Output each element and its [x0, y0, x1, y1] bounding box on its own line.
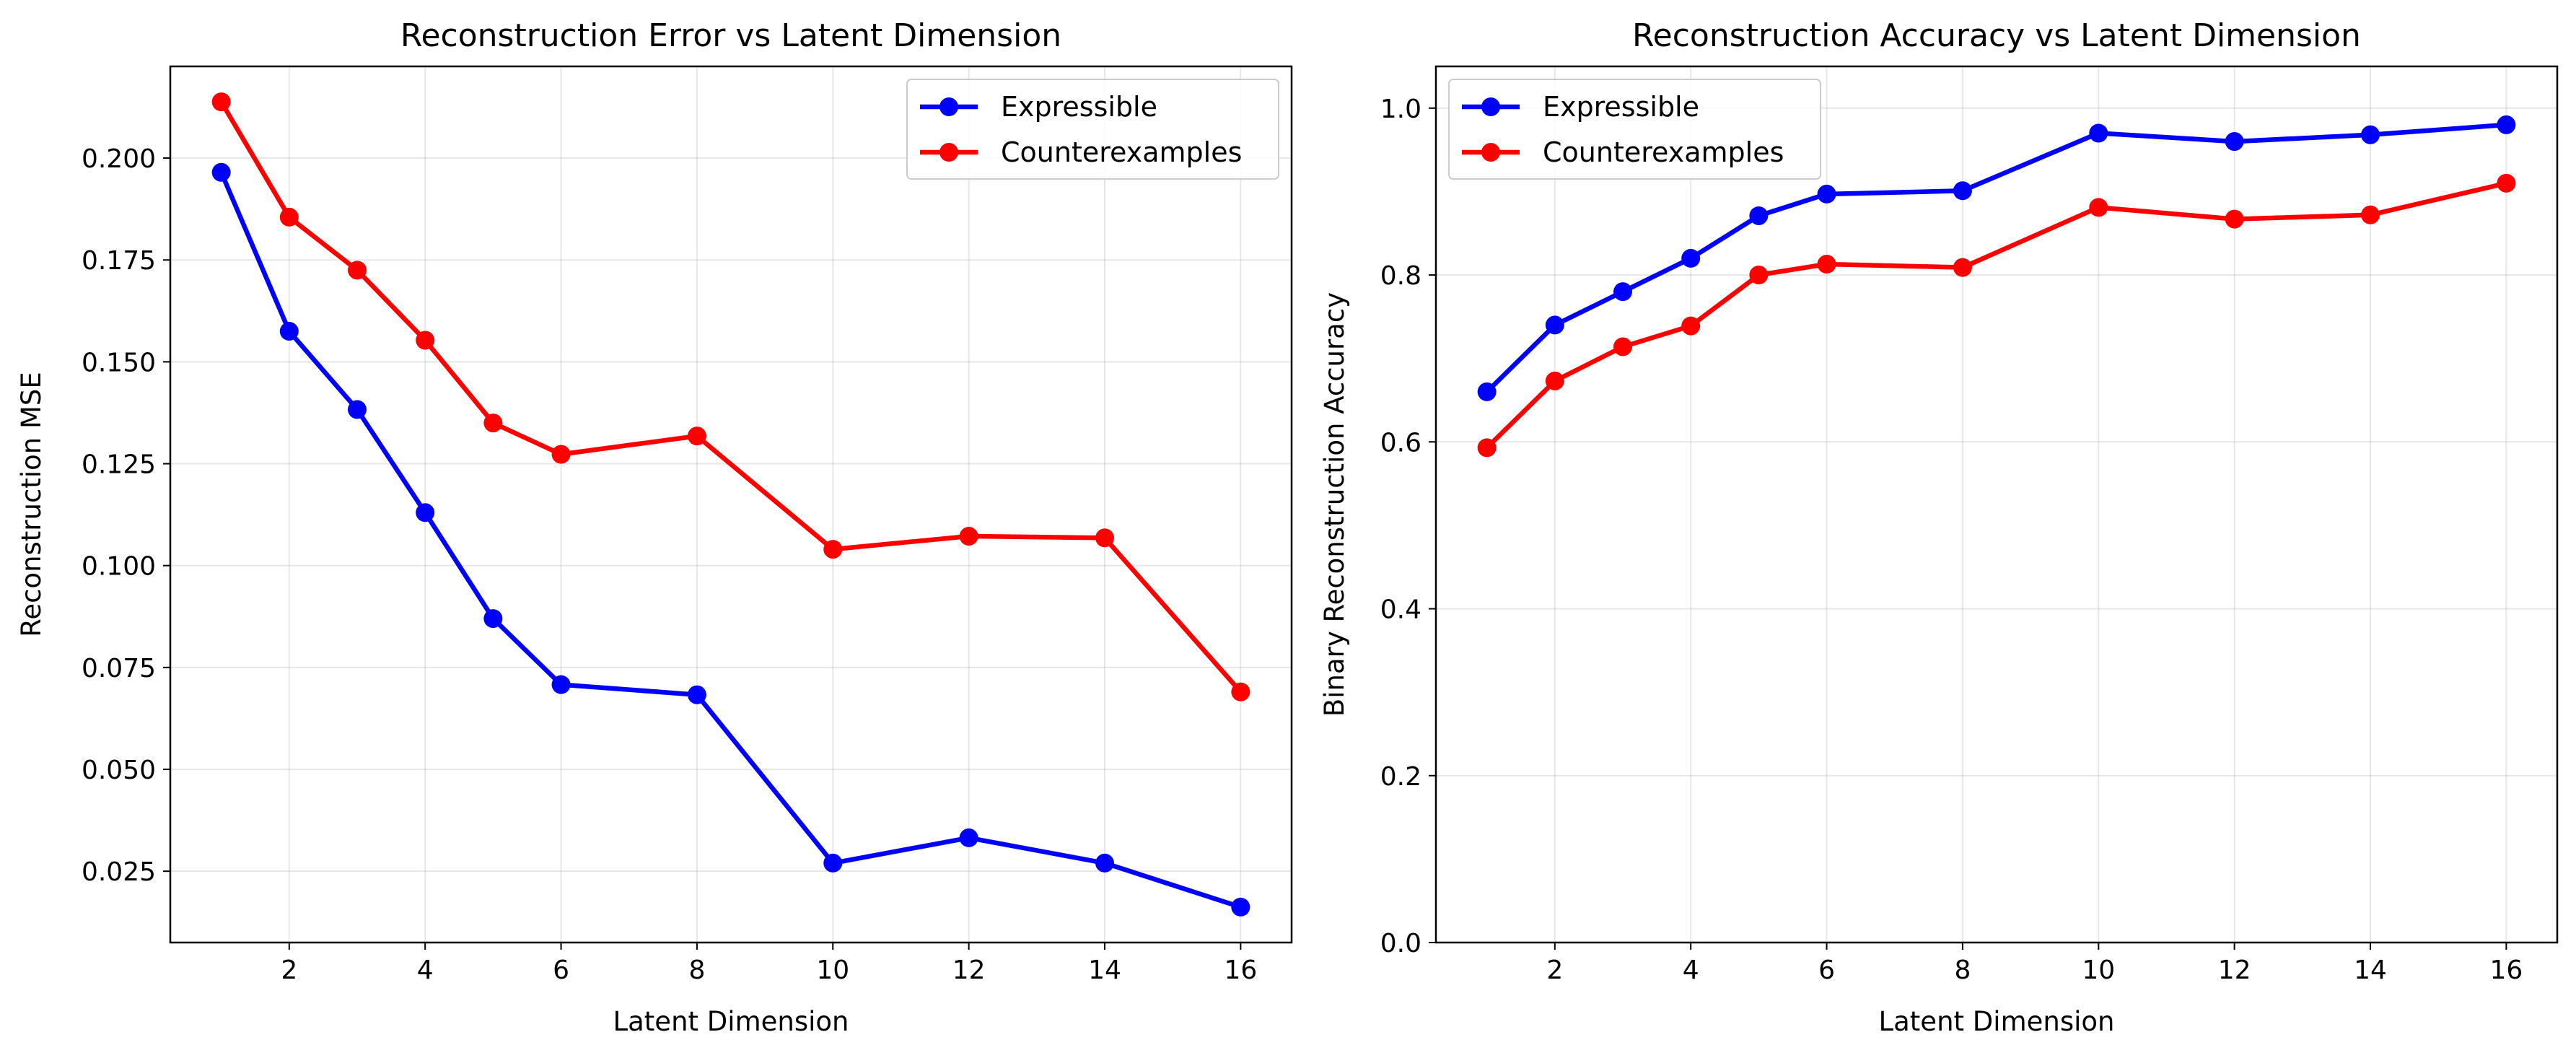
x-tick-label: 12 — [952, 956, 986, 985]
legend-label: Expressible — [1001, 91, 1157, 123]
y-tick-label: 0.6 — [1380, 428, 1421, 458]
data-point — [1095, 853, 1114, 873]
data-point — [211, 92, 231, 112]
series-line-2 — [219, 99, 1243, 694]
data-point — [2089, 198, 2108, 217]
data-point — [416, 503, 435, 523]
data-point — [551, 445, 571, 464]
data-point — [2225, 209, 2244, 229]
chart-1: 2 4 6 8 10 12 14 16 0.025 0.050 0.075 0.100 0.125 0.1… — [16, 17, 1293, 1037]
data-point — [348, 400, 367, 419]
data-point — [823, 540, 843, 559]
data-point — [1817, 255, 1836, 274]
data-point — [279, 322, 299, 341]
data-point — [416, 331, 435, 350]
x-axis-label: Latent Dimension — [1879, 1006, 2115, 1037]
data-point — [1749, 266, 1769, 285]
x-tick-label: 2 — [1546, 956, 1563, 985]
x-tick-label: 16 — [2489, 956, 2523, 985]
x-axis-label: Latent Dimension — [613, 1006, 849, 1037]
legend-label: Counterexamples — [1001, 136, 1242, 168]
data-point — [1613, 282, 1632, 302]
data-point — [1477, 382, 1497, 401]
x-tick-label: 6 — [553, 956, 569, 985]
legend-box — [1448, 79, 1821, 180]
x-tick-label: 6 — [1818, 956, 1835, 985]
data-point — [1681, 248, 1701, 268]
legend-marker — [939, 97, 958, 116]
data-point — [1681, 316, 1701, 336]
y-tick-label: 0.150 — [82, 348, 156, 377]
data-point — [1477, 438, 1497, 458]
x-tick-label: 14 — [2354, 956, 2387, 985]
data-point — [2361, 205, 2380, 224]
data-point — [1749, 206, 1769, 225]
x-tick-label: 10 — [2082, 956, 2115, 985]
legend: Expressible Counterexamples — [906, 79, 1279, 180]
x-tick-label: 10 — [816, 956, 849, 985]
x-tick-label: 4 — [417, 956, 434, 985]
y-tick-label: 0.175 — [82, 246, 156, 276]
data-point — [211, 162, 231, 182]
y-tick-label: 0.025 — [82, 857, 156, 887]
legend-marker — [939, 143, 958, 162]
data-point — [1095, 528, 1114, 548]
y-tick-label: 0.075 — [82, 654, 156, 683]
data-point — [1953, 258, 1972, 277]
x-tick-label: 8 — [688, 956, 705, 985]
data-point — [1231, 897, 1250, 917]
data-point — [2361, 125, 2380, 144]
y-tick-label: 0.125 — [82, 450, 156, 480]
y-axis-label: Reconstruction MSE — [16, 372, 47, 637]
data-point — [483, 414, 503, 433]
data-point — [687, 685, 706, 704]
data-point — [823, 853, 843, 873]
legend-label: Expressible — [1543, 91, 1699, 123]
x-tick-label: 16 — [1224, 956, 1257, 985]
x-tick-label: 8 — [1954, 956, 1971, 985]
axes-frame — [169, 65, 1293, 944]
y-tick-label: 0.050 — [82, 756, 156, 785]
data-point — [959, 527, 978, 546]
data-point — [2497, 173, 2516, 193]
legend-marker — [1481, 143, 1500, 162]
axes-frame — [1434, 65, 2559, 944]
x-tick-label: 14 — [1088, 956, 1121, 985]
data-point — [2089, 123, 2108, 143]
legend: Expressible Counterexamples — [1448, 79, 1821, 180]
x-tick-label: 4 — [1683, 956, 1699, 985]
data-point — [1953, 181, 1972, 201]
x-tick-label: 12 — [2218, 956, 2251, 985]
data-point — [2497, 115, 2516, 134]
data-point — [687, 427, 706, 446]
chart-2: 2 4 6 8 10 12 14 16 0.0 0.2 0.4 0.6 0.8 1.0 Reconstruc… — [1319, 17, 2559, 1037]
y-tick-label: 0.8 — [1380, 261, 1421, 291]
chart-title: Reconstruction Error vs Latent Dimension — [400, 17, 1061, 54]
legend-marker — [1481, 97, 1500, 116]
y-tick-label: 1.0 — [1380, 95, 1421, 124]
data-point — [959, 828, 978, 847]
y-tick-label: 0.4 — [1380, 595, 1421, 625]
x-tick-label: 2 — [281, 956, 297, 985]
data-point — [1817, 184, 1836, 204]
data-point — [1613, 337, 1632, 357]
legend-label: Counterexamples — [1543, 136, 1784, 168]
data-point — [279, 207, 299, 227]
chart-title: Reconstruction Accuracy vs Latent Dimens… — [1632, 17, 2361, 54]
y-tick-label: 0.0 — [1380, 929, 1421, 958]
data-point — [551, 675, 571, 694]
y-tick-label: 0.200 — [82, 144, 156, 174]
data-point — [483, 609, 503, 629]
data-point — [348, 261, 367, 280]
legend-box — [906, 79, 1279, 180]
data-point — [1231, 682, 1250, 701]
y-tick-label: 0.100 — [82, 552, 156, 582]
y-axis-label: Binary Reconstruction Accuracy — [1319, 292, 1350, 717]
data-point — [1545, 371, 1564, 390]
y-tick-label: 0.2 — [1380, 762, 1421, 792]
data-point — [2225, 132, 2244, 152]
series-line-2 — [1484, 180, 2509, 450]
data-point — [1545, 315, 1564, 335]
